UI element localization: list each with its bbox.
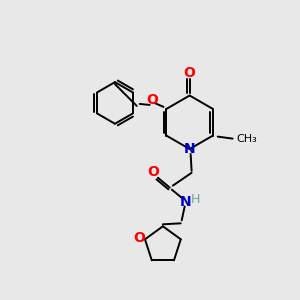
Text: N: N <box>180 194 191 208</box>
Text: N: N <box>184 142 195 156</box>
Text: O: O <box>184 66 196 80</box>
Text: O: O <box>147 93 158 107</box>
Text: O: O <box>133 231 145 245</box>
Text: H: H <box>191 193 200 206</box>
Text: CH₃: CH₃ <box>237 134 257 144</box>
Text: O: O <box>147 165 159 179</box>
